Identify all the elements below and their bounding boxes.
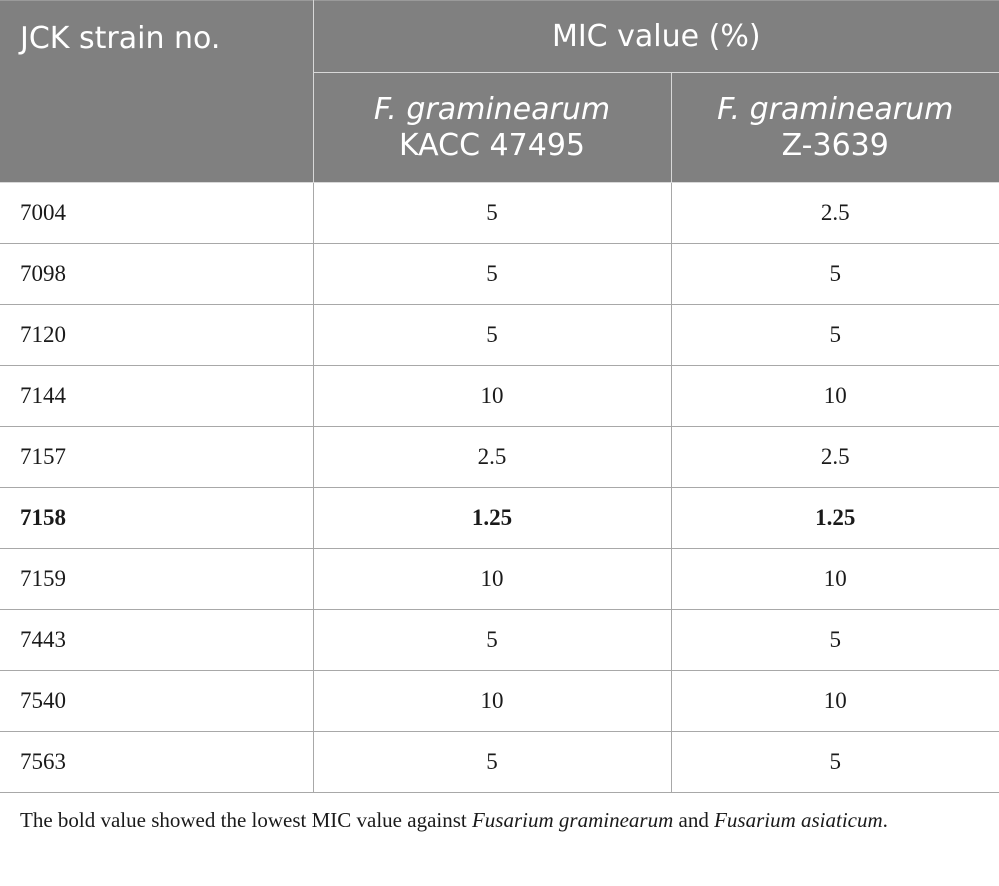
table-row: 7004 5 2.5 [0, 182, 999, 244]
mic-kacc-cell: 5 [312, 731, 672, 793]
mic-table-container: JCK strain no. MIC value (%) F. graminea… [0, 0, 999, 793]
table-row: 7098 5 5 [0, 243, 999, 305]
species-name: F. graminearum [373, 92, 611, 128]
table-row: 7159 10 10 [0, 548, 999, 610]
mic-z3639-cell: 1.25 [670, 487, 999, 549]
mic-kacc-cell: 5 [312, 182, 672, 244]
header-row-2: F. graminearum KACC 47495 F. graminearum… [0, 72, 999, 183]
mic-kacc-cell: 10 [312, 670, 672, 732]
species-name: F. graminearum [717, 92, 954, 128]
mic-kacc-cell: 5 [312, 243, 672, 305]
mic-kacc-cell: 5 [312, 304, 672, 366]
footnote-species-1: Fusarium graminearum [471, 808, 674, 832]
mic-kacc-cell: 10 [312, 548, 672, 610]
mic-kacc-cell: 10 [312, 365, 672, 427]
table-row: 7144 10 10 [0, 365, 999, 427]
strain-cell: 7540 [0, 670, 314, 732]
mic-z3639-cell: 5 [670, 304, 999, 366]
strain-cell: 7159 [0, 548, 314, 610]
table-footnote: The bold value showed the lowest MIC val… [20, 804, 985, 837]
strain-cell: 7098 [0, 243, 314, 305]
table-row: 7443 5 5 [0, 609, 999, 671]
footnote-text-3: . [882, 808, 888, 832]
species-header-kacc: F. graminearum KACC 47495 [312, 72, 672, 183]
strain-cell: 7443 [0, 609, 314, 671]
species-strain: KACC 47495 [398, 127, 585, 163]
mic-group-header: MIC value (%) [312, 0, 999, 73]
strain-cell: 7157 [0, 426, 314, 488]
mic-z3639-cell: 5 [670, 731, 999, 793]
strain-cell: 7144 [0, 365, 314, 427]
mic-table: JCK strain no. MIC value (%) F. graminea… [0, 0, 999, 793]
mic-z3639-cell: 10 [670, 670, 999, 732]
table-body: 7004 5 2.5 7098 5 5 7120 5 5 7144 10 10 7157 2.5 2.5 71… [0, 182, 999, 793]
footnote-species-2: Fusarium asiaticum [714, 808, 883, 832]
footnote-text-2: and [673, 808, 715, 832]
footnote-text-1: The bold value showed the lowest MIC val… [20, 808, 472, 832]
species-header-z3639: F. graminearum Z-3639 [670, 72, 999, 183]
strain-cell: 7563 [0, 731, 314, 793]
mic-z3639-cell: 5 [670, 243, 999, 305]
mic-z3639-cell: 5 [670, 609, 999, 671]
table-row: 7540 10 10 [0, 670, 999, 732]
header-row-1: JCK strain no. MIC value (%) [0, 0, 999, 183]
table-row: 7563 5 5 [0, 731, 999, 793]
mic-z3639-cell: 10 [670, 548, 999, 610]
strain-cell: 7004 [0, 182, 314, 244]
table-header: JCK strain no. MIC value (%) F. graminea… [0, 0, 999, 183]
strain-cell: 7120 [0, 304, 314, 366]
table-row: 7158 1.25 1.25 [0, 487, 999, 549]
mic-z3639-cell: 10 [670, 365, 999, 427]
mic-kacc-cell: 1.25 [312, 487, 672, 549]
mic-z3639-cell: 2.5 [670, 182, 999, 244]
mic-kacc-cell: 2.5 [312, 426, 672, 488]
species-strain: Z-3639 [781, 127, 889, 163]
table-row: 7157 2.5 2.5 [0, 426, 999, 488]
strain-column-header: JCK strain no. [0, 0, 314, 183]
mic-kacc-cell: 5 [312, 609, 672, 671]
mic-z3639-cell: 2.5 [670, 426, 999, 488]
strain-cell: 7158 [0, 487, 314, 549]
table-row: 7120 5 5 [0, 304, 999, 366]
